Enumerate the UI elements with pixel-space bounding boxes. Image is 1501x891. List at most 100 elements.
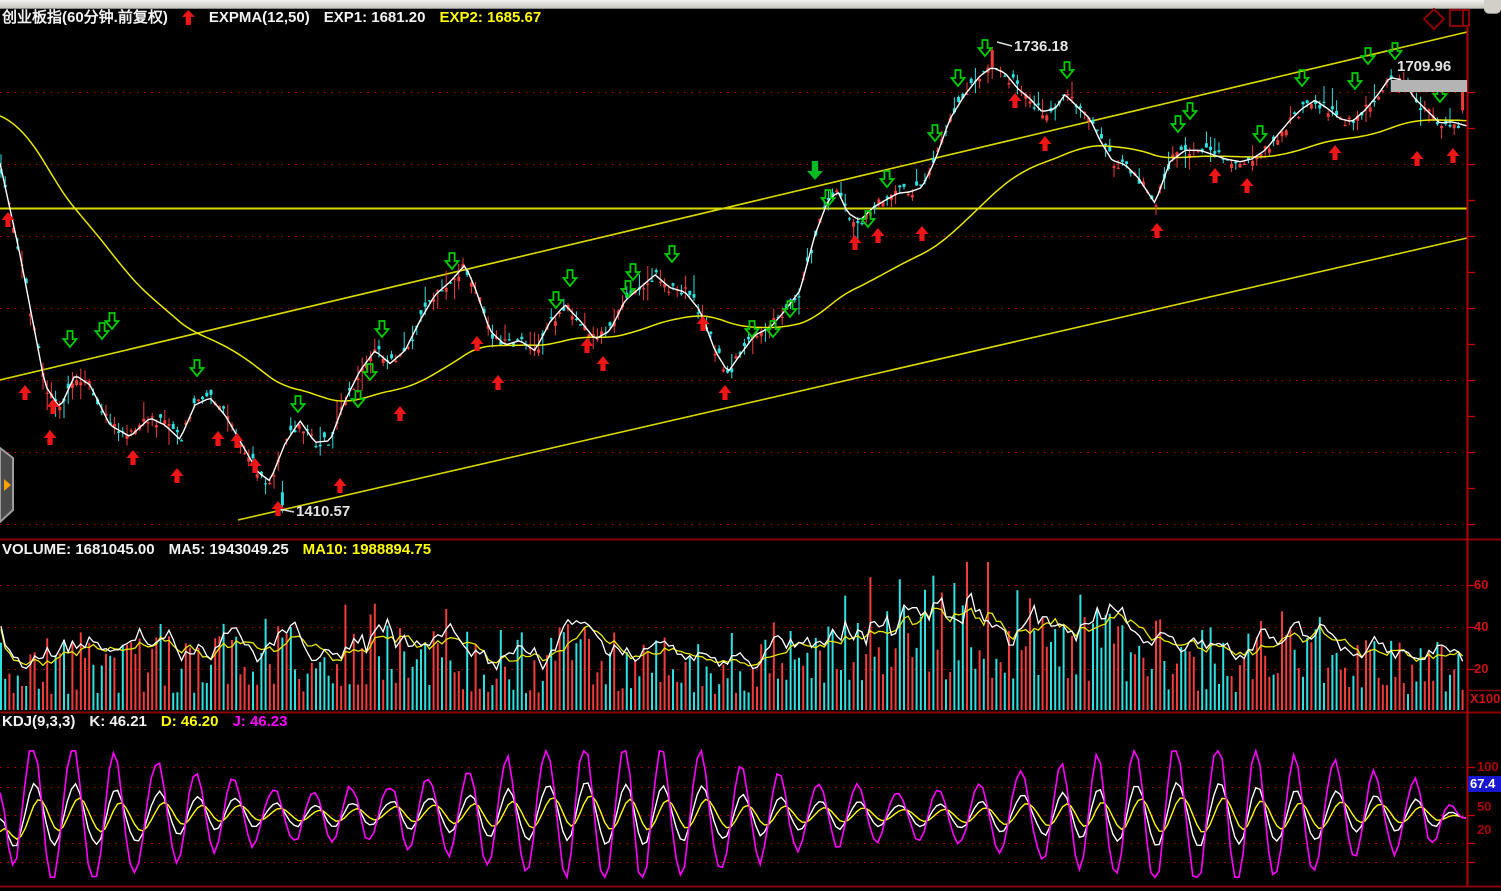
buy-arrow-icon	[393, 406, 407, 421]
buy-arrow-icon	[1008, 93, 1022, 108]
sell-arrow-icon	[1251, 125, 1269, 144]
buy-arrow-icon	[18, 385, 32, 400]
index-title: 创业板指(60分钟.前复权)	[2, 9, 168, 26]
volume-axis-label-60: 60	[1474, 577, 1489, 592]
sell-arrow-icon	[1169, 115, 1187, 134]
axis-and-dividers	[0, 27, 1501, 888]
buy-arrow-icon	[848, 235, 862, 250]
volume-axis-label-40: 40	[1474, 619, 1489, 634]
sell-arrow-icon	[188, 359, 206, 378]
sell-arrow-icon	[1293, 69, 1311, 88]
sell-arrow-icon	[93, 322, 111, 341]
buy-arrow-icon	[46, 399, 60, 414]
buy-arrow-icon	[126, 450, 140, 465]
buy-arrow-icon	[1208, 168, 1222, 183]
buy-arrow-icon	[211, 431, 225, 446]
buy-arrow-icon	[470, 336, 484, 351]
sell-arrow-icon	[289, 395, 307, 414]
sell-arrow-icon	[976, 39, 994, 58]
volume-unit-label: X10000	[1470, 691, 1501, 706]
kdj-axis-label-50: 50	[1477, 799, 1492, 814]
sell-arrow-icon	[561, 269, 579, 288]
sell-arrow-icon	[361, 363, 379, 382]
last-price-marker	[1391, 80, 1467, 92]
buy-signal-arrow-icon	[181, 10, 195, 25]
sell-arrow-icon	[878, 170, 896, 189]
volume-label: VOLUME: 1681045.00	[2, 541, 155, 558]
kdj-axis-label-100: 100	[1477, 759, 1499, 774]
sell-arrow-icon	[926, 124, 944, 143]
volume-header: VOLUME: 1681045.00 MA5: 1943049.25 MA10:…	[2, 541, 431, 558]
multi-window-icon[interactable]	[1449, 9, 1470, 27]
window-split-line	[1461, 11, 1464, 25]
sell-arrow-icon	[819, 189, 837, 208]
vol-ma10-line	[0, 607, 1464, 667]
kdj-lines	[0, 748, 1466, 880]
buy-arrow-icon	[170, 468, 184, 483]
sell-arrow-icon	[103, 312, 121, 331]
kdj-label: KDJ(9,3,3)	[2, 713, 76, 730]
buy-arrow-icon	[1, 212, 15, 227]
sell-arrow-icon	[443, 252, 461, 271]
buy-arrow-icon	[333, 478, 347, 493]
sell-arrow-icon	[373, 320, 391, 339]
sell-arrow-icon	[781, 300, 799, 319]
buy-arrow-icon	[230, 433, 244, 448]
buy-arrow-icon	[43, 430, 57, 445]
buy-arrow-icon	[915, 226, 929, 241]
sell-arrow-filled-icon	[807, 161, 823, 180]
indicator-name: EXPMA(12,50)	[208, 9, 310, 26]
buy-arrow-icon	[1446, 148, 1460, 163]
high-annotation: 1736.18	[1014, 38, 1069, 55]
exp2-value: EXP2: 1685.67	[439, 9, 542, 26]
exp1-line	[0, 67, 1467, 482]
sell-arrow-icon	[859, 210, 877, 229]
signal-arrows	[1, 39, 1460, 516]
kdj-k-value: K: 46.21	[89, 713, 147, 730]
last-price-label: 1709.96	[1397, 58, 1452, 75]
buy-arrow-icon	[1410, 151, 1424, 166]
main-chart-header: 创业板指(60分钟.前复权) EXPMA(12,50) EXP1: 1681.2…	[2, 9, 541, 26]
buy-arrow-icon	[580, 338, 594, 353]
buy-arrow-icon	[596, 356, 610, 371]
exp1-value: EXP1: 1681.20	[323, 9, 426, 26]
top-scrollbar-end[interactable]	[1484, 0, 1501, 14]
sell-arrow-icon	[1386, 42, 1404, 61]
kdj-header: KDJ(9,3,3) K: 46.21 D: 46.20 J: 46.23	[2, 713, 288, 730]
volume-ma-lines	[0, 592, 1464, 671]
sell-arrow-icon	[1058, 61, 1076, 80]
low-annotation: 1410.57	[296, 503, 351, 520]
vol-ma5-line	[0, 592, 1464, 671]
sell-arrow-icon	[764, 320, 782, 339]
sell-arrow-icon	[949, 69, 967, 88]
annotation-leaders	[278, 41, 1013, 513]
j-line	[0, 748, 1466, 880]
sell-arrow-icon	[349, 390, 367, 409]
top-scrollbar[interactable]	[0, 0, 1501, 9]
expma-lines	[0, 67, 1467, 482]
kdj-j-value: J: 46.23	[232, 713, 288, 730]
buy-arrow-icon	[491, 375, 505, 390]
volume-ma10-label: MA10: 1988894.75	[302, 541, 432, 558]
sell-arrow-icon	[619, 280, 637, 299]
panel-collapse-tab[interactable]	[0, 446, 16, 524]
buy-arrow-icon	[1240, 178, 1254, 193]
buy-arrow-icon	[696, 316, 710, 331]
volume-bars	[0, 561, 1464, 710]
exp2-line	[0, 115, 1467, 402]
sell-arrow-icon	[61, 330, 79, 349]
sell-arrow-icon	[1346, 72, 1364, 91]
sell-arrow-icon	[743, 320, 761, 339]
buy-arrow-icon	[248, 458, 262, 473]
trend-lines	[0, 31, 1468, 521]
sell-arrow-icon	[624, 263, 642, 282]
kdj-d-value: D: 46.20	[160, 713, 219, 730]
kdj-axis-value-badge: 67.4	[1468, 776, 1501, 792]
buy-arrow-icon	[1328, 145, 1342, 160]
sell-arrow-icon	[1359, 47, 1377, 66]
buy-arrow-icon	[871, 228, 885, 243]
buy-arrow-icon	[718, 385, 732, 400]
sell-arrow-icon	[663, 245, 681, 264]
